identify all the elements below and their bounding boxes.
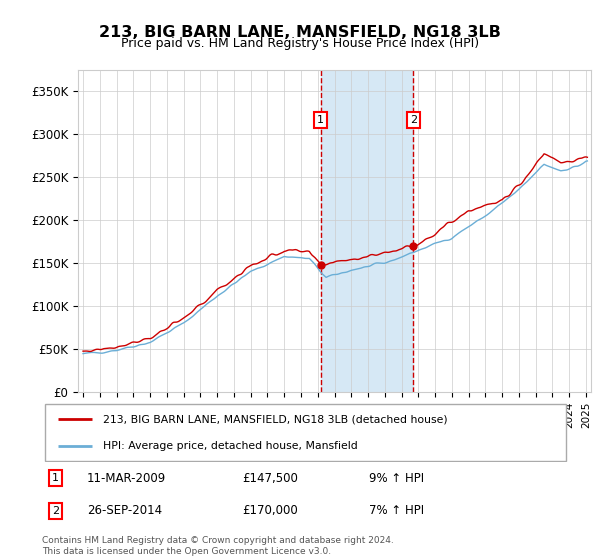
Text: 213, BIG BARN LANE, MANSFIELD, NG18 3LB: 213, BIG BARN LANE, MANSFIELD, NG18 3LB (99, 25, 501, 40)
Text: 7% ↑ HPI: 7% ↑ HPI (370, 504, 424, 517)
Text: 1: 1 (317, 115, 324, 125)
Text: HPI: Average price, detached house, Mansfield: HPI: Average price, detached house, Mans… (103, 441, 358, 451)
Text: 9% ↑ HPI: 9% ↑ HPI (370, 472, 424, 485)
Text: £170,000: £170,000 (242, 504, 298, 517)
Text: Contains HM Land Registry data © Crown copyright and database right 2024.
This d: Contains HM Land Registry data © Crown c… (42, 536, 394, 556)
Text: 213, BIG BARN LANE, MANSFIELD, NG18 3LB (detached house): 213, BIG BARN LANE, MANSFIELD, NG18 3LB … (103, 414, 448, 424)
Text: £147,500: £147,500 (242, 472, 299, 485)
FancyBboxPatch shape (44, 404, 566, 461)
Text: 2: 2 (52, 506, 59, 516)
Text: 26-SEP-2014: 26-SEP-2014 (87, 504, 162, 517)
Bar (320, 70, 413, 392)
Text: Price paid vs. HM Land Registry's House Price Index (HPI): Price paid vs. HM Land Registry's House … (121, 37, 479, 50)
Text: 2: 2 (410, 115, 417, 125)
Text: 1: 1 (52, 473, 59, 483)
Text: 11-MAR-2009: 11-MAR-2009 (87, 472, 166, 485)
